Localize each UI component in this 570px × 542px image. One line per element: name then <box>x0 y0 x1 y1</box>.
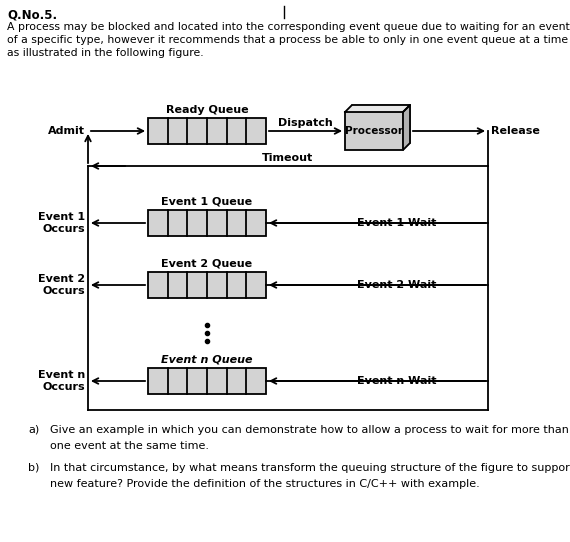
Polygon shape <box>403 105 410 150</box>
Text: Release: Release <box>491 126 540 136</box>
Text: Event 1 Wait: Event 1 Wait <box>357 218 437 228</box>
Polygon shape <box>345 105 410 112</box>
Bar <box>148 368 266 394</box>
Text: Event n Wait: Event n Wait <box>357 376 437 386</box>
Text: Admit: Admit <box>48 126 85 136</box>
Bar <box>148 210 266 236</box>
Text: Event n Queue: Event n Queue <box>161 355 253 365</box>
Text: A process may be blocked and located into the corresponding event queue due to w: A process may be blocked and located int… <box>7 22 570 32</box>
Text: Event 1
Occurs: Event 1 Occurs <box>38 212 85 234</box>
Text: Processor: Processor <box>345 126 403 136</box>
Bar <box>148 118 266 144</box>
Text: Give an example in which you can demonstrate how to allow a process to wait for : Give an example in which you can demonst… <box>50 425 569 450</box>
Text: Q.No.5.: Q.No.5. <box>7 8 57 21</box>
Text: Event 2 Wait: Event 2 Wait <box>357 280 437 290</box>
Text: In that circumstance, by what means transform the queuing structure of the figur: In that circumstance, by what means tran… <box>50 463 570 488</box>
Text: Event 2 Queue: Event 2 Queue <box>161 259 253 269</box>
Text: b): b) <box>28 463 39 473</box>
Bar <box>345 112 403 150</box>
Bar <box>352 105 410 143</box>
Text: Ready Queue: Ready Queue <box>166 105 249 115</box>
Text: of a specific type, however it recommends that a process be able to only in one : of a specific type, however it recommend… <box>7 35 568 45</box>
Text: Event 1 Queue: Event 1 Queue <box>161 197 253 207</box>
Text: as illustrated in the following figure.: as illustrated in the following figure. <box>7 48 203 58</box>
Text: Timeout: Timeout <box>262 153 314 163</box>
Text: Event 2
Occurs: Event 2 Occurs <box>38 274 85 296</box>
Text: Event n
Occurs: Event n Occurs <box>38 370 85 392</box>
Text: a): a) <box>28 425 39 435</box>
Text: Dispatch: Dispatch <box>278 118 333 128</box>
Bar <box>148 272 266 298</box>
